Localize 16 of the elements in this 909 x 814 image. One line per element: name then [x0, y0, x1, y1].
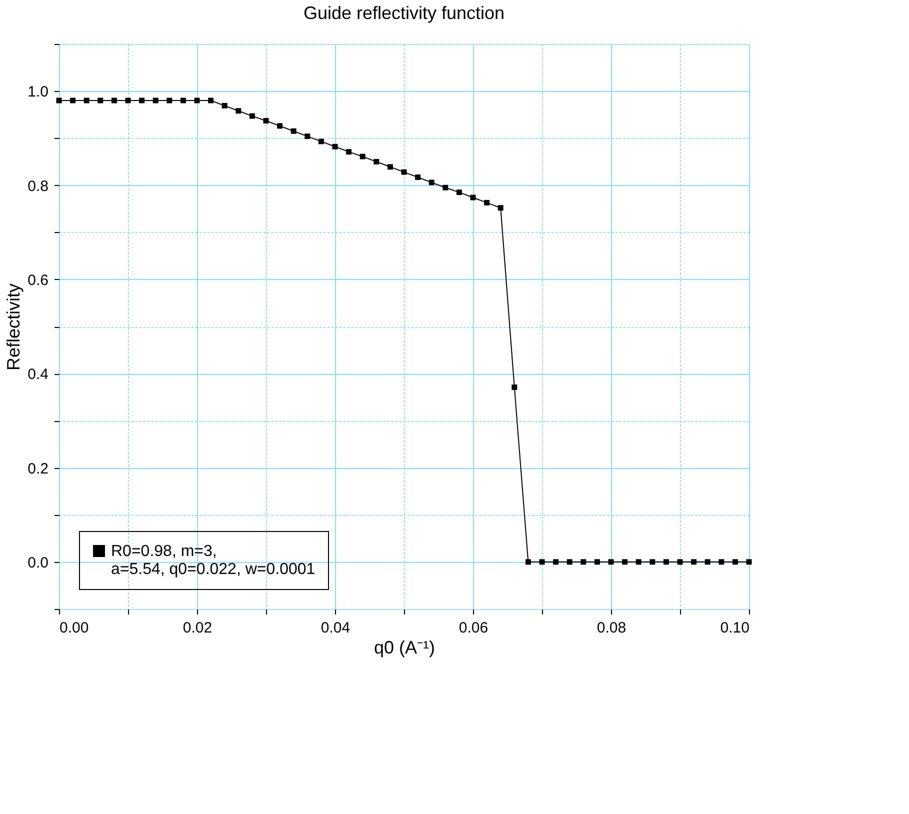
y-tick-label: 0.0 — [28, 554, 48, 572]
x-tick-label: 0.10 — [720, 620, 750, 636]
chart-title: Guide reflectivity function — [303, 3, 505, 23]
y-tick-label: 1.0 — [28, 84, 48, 101]
y-tick-label: 0.4 — [28, 366, 48, 384]
y-tick-label: 0.2 — [28, 460, 48, 478]
y-tick-label: 0.6 — [28, 272, 48, 289]
x-tick-label: 0.02 — [182, 620, 212, 636]
y-tick-label: 0.8 — [28, 178, 48, 195]
x-tick-label: 0.04 — [320, 620, 350, 636]
x-tick-label: 0.06 — [458, 620, 488, 636]
x-tick-label: 0.08 — [596, 620, 626, 636]
x-axis-title: q0 (A⁻¹) — [374, 638, 436, 658]
legend-label: R0=0.98, m=3, a=5.54, q0=0.022, w=0.0001 — [111, 543, 316, 578]
y-axis-title: Reflectivity — [4, 283, 24, 371]
x-tick-label: 0.00 — [60, 620, 89, 636]
